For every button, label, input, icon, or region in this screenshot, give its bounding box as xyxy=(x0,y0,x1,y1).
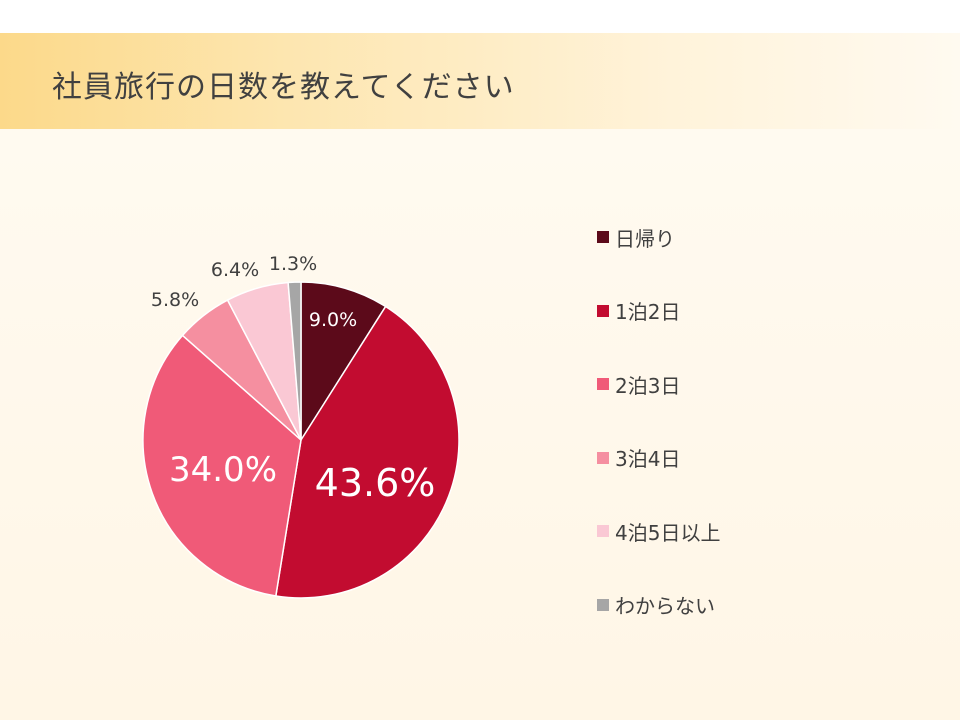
legend-label: わからない xyxy=(615,594,715,618)
legend-label: 4泊5日以上 xyxy=(615,520,721,545)
legend-item: 3泊4日 xyxy=(597,443,680,473)
legend-swatch xyxy=(597,304,609,317)
title-band xyxy=(0,33,960,129)
data-label: 1.3% xyxy=(269,253,317,275)
legend-label: 3泊4日 xyxy=(615,447,681,471)
legend-swatch xyxy=(597,378,609,390)
pie-slice xyxy=(274,305,460,599)
data-label: 9.0% xyxy=(309,309,357,331)
legend-item: わからない xyxy=(597,590,715,620)
data-label: 34.0% xyxy=(169,450,277,490)
legend-label: 1泊2日 xyxy=(615,300,681,324)
legend-item: 2泊3日 xyxy=(597,369,680,399)
legend-item: 1泊2日 xyxy=(597,296,680,326)
data-label: 6.4% xyxy=(211,259,259,281)
legend-label: 2泊3日 xyxy=(615,373,681,398)
data-label: 5.8% xyxy=(151,289,199,311)
legend-swatch xyxy=(597,451,609,464)
legend-swatch xyxy=(597,598,609,611)
pie-slice xyxy=(142,334,302,597)
legend-item: 4泊5日以上 xyxy=(597,516,720,546)
legend-item: 日帰り xyxy=(597,222,675,252)
legend-label: 日帰り xyxy=(615,226,675,251)
legend-swatch xyxy=(597,231,609,243)
pie-slice xyxy=(300,281,387,443)
page-title: 社員旅行の日数を教えてください xyxy=(52,70,515,105)
data-label: 43.6% xyxy=(315,461,436,505)
legend-swatch xyxy=(597,525,609,537)
pie-slice xyxy=(287,281,302,441)
